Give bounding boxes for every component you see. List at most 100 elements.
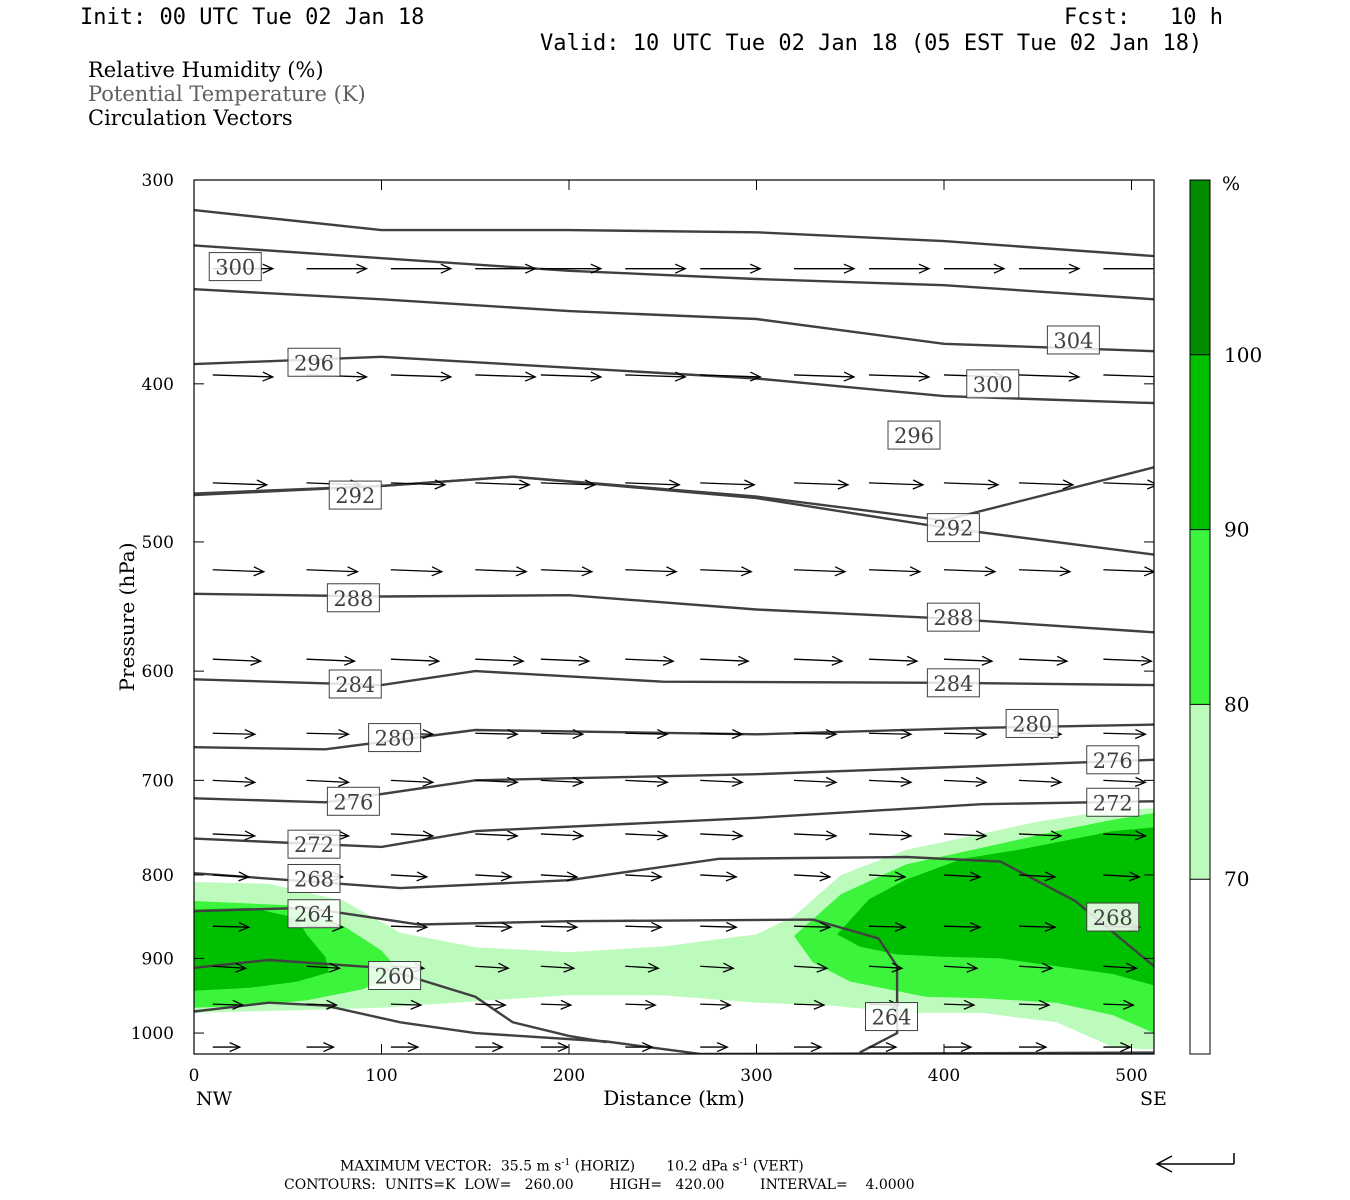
circulation-vector [943, 776, 988, 787]
circulation-vector [390, 830, 435, 841]
circulation-vector [700, 921, 738, 932]
theta-contour-268 [194, 855, 1154, 968]
circulation-vector [1103, 1042, 1132, 1053]
circulation-vector [306, 776, 351, 787]
y-tick-label: 400 [142, 375, 174, 395]
circulation-vector [390, 921, 429, 932]
circulation-vector [868, 921, 907, 932]
theta-contour-272 [194, 800, 1154, 849]
circulation-vector [868, 655, 919, 666]
rh-region-90 [837, 827, 1154, 986]
circulation-vector [625, 776, 669, 787]
circulation-vector [943, 566, 997, 577]
x-tick-label: 300 [740, 1066, 772, 1086]
circulation-vector [1103, 371, 1154, 382]
circulation-vector [943, 921, 982, 932]
circulation-vector [1103, 776, 1147, 787]
x-tick-label: 200 [553, 1066, 585, 1086]
circulation-vector [794, 263, 856, 274]
circulation-vector [700, 371, 762, 382]
y-tick-label: 500 [142, 533, 174, 553]
circulation-vector [475, 655, 525, 666]
circulation-vector [793, 728, 838, 740]
circulation-vector [212, 371, 275, 382]
theta-label: 296 [887, 420, 941, 450]
svg-text:296: 296 [294, 351, 334, 375]
circulation-vector [625, 655, 675, 666]
circulation-vector [868, 776, 913, 787]
circulation-vector [700, 1042, 729, 1053]
circulation-vector [475, 962, 510, 973]
circulation-vector [540, 776, 585, 787]
circulation-vector [212, 566, 266, 577]
circulation-vector [212, 830, 257, 841]
circulation-vector [869, 263, 931, 274]
circulation-vector [1019, 1042, 1048, 1053]
circulation-vector [390, 655, 441, 666]
theta-label: 284 [328, 669, 382, 699]
rh-region-90 [194, 907, 329, 991]
field-rh: Relative Humidity (%) [88, 58, 324, 82]
circulation-vector [793, 776, 838, 787]
circulation-vector [475, 263, 537, 274]
theta-label: 300 [208, 252, 262, 282]
y-tick-label: 1000 [131, 1024, 174, 1044]
svg-text:296: 296 [894, 424, 934, 448]
circulation-vector [700, 776, 744, 787]
circulation-vector [540, 921, 579, 932]
svg-text:292: 292 [933, 517, 973, 541]
circulation-vector [700, 728, 744, 740]
x-tick-label: 500 [1115, 1066, 1147, 1086]
circulation-vector [1018, 655, 1069, 666]
svg-text:292: 292 [335, 484, 375, 508]
y-tick-label: 900 [142, 949, 174, 969]
circulation-vector [475, 728, 519, 740]
circulation-vector [1103, 263, 1154, 274]
circulation-vector [943, 655, 994, 666]
svg-text:276: 276 [333, 790, 373, 814]
circulation-vector [212, 921, 251, 932]
axis-layer: 0 100 200 300 400 500 300 400 500 600 700 800 900 100… [131, 171, 1154, 1086]
circulation-vector [475, 1042, 504, 1053]
circulation-vector [625, 371, 687, 382]
theta-label: 276 [326, 786, 380, 816]
circulation-vector [944, 263, 1006, 274]
svg-text:264: 264 [294, 903, 334, 927]
plot-frame [193, 179, 1155, 1055]
circulation-vector [625, 263, 687, 274]
circulation-vector [1018, 999, 1051, 1010]
y-axis-label: Pressure (hPa) [115, 543, 139, 692]
circulation-vector [793, 566, 847, 577]
colorbar-swatch [1190, 704, 1210, 880]
circulation-vector [540, 655, 591, 666]
circulation-vector [943, 728, 988, 740]
circulation-vector [868, 830, 913, 841]
circulation-vector [306, 566, 360, 577]
circulation-vector [540, 728, 585, 740]
circulation-vector [1103, 655, 1153, 666]
x-tick-label: 0 [189, 1066, 200, 1086]
rh-fill-layer [194, 808, 1154, 1050]
circulation-vector [1018, 479, 1075, 490]
circulation-vector [390, 1042, 420, 1053]
circulation-vector [475, 871, 513, 882]
circulation-vector [540, 1042, 570, 1053]
circulation-vector [390, 371, 453, 382]
circulation-vector [625, 830, 669, 841]
circulation-vector [540, 479, 597, 490]
circulation-vector [868, 479, 925, 490]
y-tick-label: 300 [142, 171, 174, 191]
circulation-vector [868, 871, 907, 882]
circulation-vector [793, 479, 850, 490]
theta-label: 296 [287, 347, 341, 377]
svg-text:284: 284 [933, 672, 973, 696]
svg-text:268: 268 [1093, 906, 1133, 930]
circulation-vector [625, 999, 657, 1010]
circulation-vector [700, 566, 753, 577]
svg-text:288: 288 [333, 587, 373, 611]
circulation-vector [700, 871, 738, 882]
colorbar-label: 80 [1224, 692, 1249, 716]
circulation-vector [625, 871, 663, 882]
circulation-vector [540, 371, 603, 382]
max-vector-text: MAXIMUM VECTOR: 35.5 m s-1 (HORIZ) 10.2 … [340, 1158, 804, 1175]
